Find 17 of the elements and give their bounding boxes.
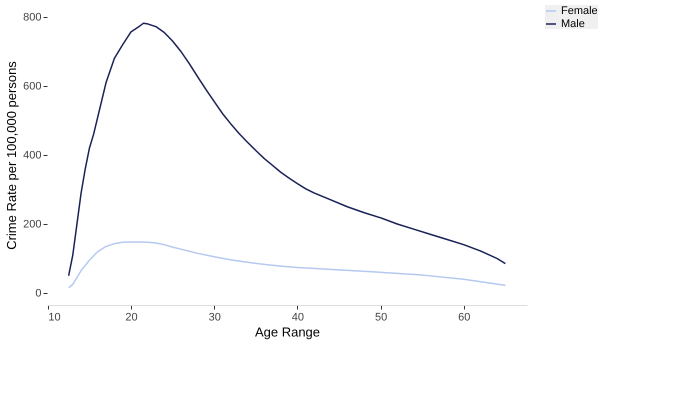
x-tick-label: 10	[48, 312, 61, 324]
y-tick-label: 0	[35, 288, 42, 300]
x-tick-label: 30	[208, 312, 221, 324]
y-tick-label: 600	[23, 80, 42, 92]
y-tick-label: 800	[23, 12, 42, 24]
y-axis-title: Crime Rate per 100,000 persons	[4, 60, 20, 250]
x-tick-label: 50	[374, 312, 388, 324]
x-tick-label: 60	[458, 312, 470, 324]
line-series	[68, 241, 506, 289]
line-series	[68, 22, 506, 276]
y-tick-label: 400	[23, 150, 42, 162]
legend-label: Female	[561, 5, 598, 17]
x-axis-title: Age Range	[254, 324, 320, 340]
x-tick-label: 40	[292, 312, 304, 324]
y-tick-label: 200	[23, 218, 42, 230]
legend-label: Male	[561, 18, 585, 30]
x-tick-label: 20	[125, 312, 138, 324]
